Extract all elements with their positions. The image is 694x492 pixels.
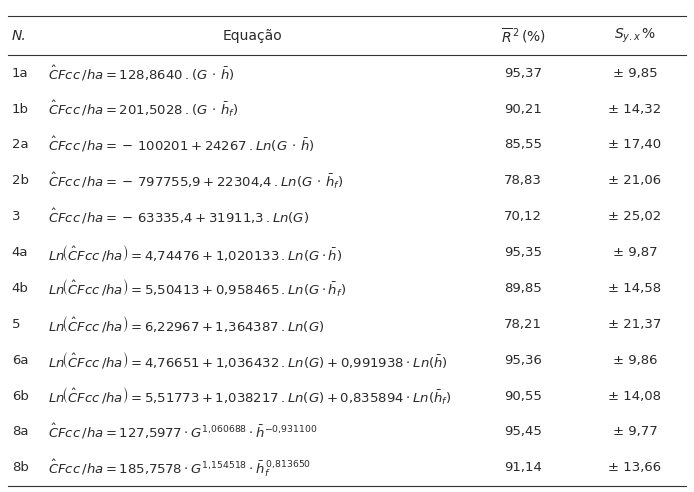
Text: 8b: 8b bbox=[12, 461, 28, 474]
Text: ± 14,08: ± 14,08 bbox=[609, 390, 661, 402]
Text: $\hat{C}Fcc\,/ha = 127{,}5977 \cdot G^{1{,}060688} \cdot \bar{h}^{-0{,}931100}$: $\hat{C}Fcc\,/ha = 127{,}5977 \cdot G^{1… bbox=[48, 422, 317, 441]
Text: ± 17,40: ± 17,40 bbox=[609, 138, 661, 152]
Text: ± 14,32: ± 14,32 bbox=[608, 102, 661, 116]
Text: $Ln\!\left(\hat{C}Fcc\,/ha\right) = 4{,}74476 + 1{,}020133\,. Ln(G \cdot \bar{h}: $Ln\!\left(\hat{C}Fcc\,/ha\right) = 4{,}… bbox=[48, 243, 342, 263]
Text: 90,55: 90,55 bbox=[504, 390, 542, 402]
Text: $\hat{C}Fcc\,/ha = 128{,}8640\,.(G\,\cdot\,\bar{h})$: $\hat{C}Fcc\,/ha = 128{,}8640\,.(G\,\cdo… bbox=[48, 63, 234, 83]
Text: 1b: 1b bbox=[12, 102, 28, 116]
Text: ± 9,77: ± 9,77 bbox=[613, 426, 657, 438]
Text: ± 9,87: ± 9,87 bbox=[613, 246, 657, 259]
Text: 89,85: 89,85 bbox=[505, 282, 542, 295]
Text: $Ln\!\left(\hat{C}Fcc\,/ha\right) = 5{,}51773 + 1{,}038217\,. Ln(G) + 0{,}835894: $Ln\!\left(\hat{C}Fcc\,/ha\right) = 5{,}… bbox=[48, 385, 451, 406]
Text: $\hat{C}Fcc\,/ha = 185{,}7578 \cdot G^{1{,}154518} \cdot \bar{h}_f^{\,0{,}813650: $\hat{C}Fcc\,/ha = 185{,}7578 \cdot G^{1… bbox=[48, 457, 311, 479]
Text: 8a: 8a bbox=[12, 426, 28, 438]
Text: N.: N. bbox=[12, 29, 26, 43]
Text: ± 13,66: ± 13,66 bbox=[609, 461, 661, 474]
Text: ± 9,85: ± 9,85 bbox=[613, 66, 657, 80]
Text: 70,12: 70,12 bbox=[504, 210, 542, 223]
Text: 90,21: 90,21 bbox=[504, 102, 542, 116]
Text: 85,55: 85,55 bbox=[504, 138, 542, 152]
Text: $\hat{C}Fcc\,/ha = -\,100201 + 24267\,. Ln(G\,\cdot\,\bar{h})$: $\hat{C}Fcc\,/ha = -\,100201 + 24267\,. … bbox=[48, 135, 314, 154]
Text: 4a: 4a bbox=[12, 246, 28, 259]
Text: $\hat{C}Fcc\,/ha = -\,63335{,}4 + 31911{,}3\,. Ln(G)$: $\hat{C}Fcc\,/ha = -\,63335{,}4 + 31911{… bbox=[48, 207, 309, 226]
Text: ± 21,06: ± 21,06 bbox=[609, 174, 661, 187]
Text: 3: 3 bbox=[12, 210, 20, 223]
Text: 91,14: 91,14 bbox=[504, 461, 542, 474]
Text: 2a: 2a bbox=[12, 138, 28, 152]
Text: $Ln\!\left(\hat{C}Fcc\,/ha\right) = 4{,}76651 + 1{,}036432\,. Ln(G) + 0{,}991938: $Ln\!\left(\hat{C}Fcc\,/ha\right) = 4{,}… bbox=[48, 350, 448, 370]
Text: ± 14,58: ± 14,58 bbox=[609, 282, 661, 295]
Text: 6a: 6a bbox=[12, 354, 28, 367]
Text: $Ln\!\left(\hat{C}Fcc\,/ha\right) = 6{,}22967 + 1{,}364387\,. Ln(G)$: $Ln\!\left(\hat{C}Fcc\,/ha\right) = 6{,}… bbox=[48, 314, 324, 334]
Text: Equação: Equação bbox=[222, 29, 282, 43]
Text: ± 21,37: ± 21,37 bbox=[608, 318, 661, 331]
Text: 1a: 1a bbox=[12, 66, 28, 80]
Text: $Ln\!\left(\hat{C}Fcc\,/ha\right) = 5{,}50413 + 0{,}958465\,. Ln(G \cdot \bar{h}: $Ln\!\left(\hat{C}Fcc\,/ha\right) = 5{,}… bbox=[48, 278, 346, 299]
Text: ± 25,02: ± 25,02 bbox=[608, 210, 661, 223]
Text: 95,37: 95,37 bbox=[504, 66, 542, 80]
Text: 78,83: 78,83 bbox=[504, 174, 542, 187]
Text: 78,21: 78,21 bbox=[504, 318, 542, 331]
Text: $\overline{R}^{\,2}\,(\%)$: $\overline{R}^{\,2}\,(\%)$ bbox=[500, 26, 545, 45]
Text: $S_{y.x}\,\%$: $S_{y.x}\,\%$ bbox=[613, 27, 656, 45]
Text: $\hat{C}Fcc\,/ha = -\,797755{,}9 + 22304{,}4\,. Ln(G\,\cdot\,\bar{h}_f)$: $\hat{C}Fcc\,/ha = -\,797755{,}9 + 22304… bbox=[48, 171, 343, 191]
Text: 2b: 2b bbox=[12, 174, 28, 187]
Text: $\hat{C}Fcc\,/ha = 201{,}5028\,.(G\,\cdot\,\bar{h}_f)$: $\hat{C}Fcc\,/ha = 201{,}5028\,.(G\,\cdo… bbox=[48, 99, 238, 119]
Text: 95,45: 95,45 bbox=[504, 426, 542, 438]
Text: 95,35: 95,35 bbox=[504, 246, 542, 259]
Text: 95,36: 95,36 bbox=[504, 354, 542, 367]
Text: 5: 5 bbox=[12, 318, 20, 331]
Text: 4b: 4b bbox=[12, 282, 28, 295]
Text: 6b: 6b bbox=[12, 390, 28, 402]
Text: ± 9,86: ± 9,86 bbox=[613, 354, 657, 367]
